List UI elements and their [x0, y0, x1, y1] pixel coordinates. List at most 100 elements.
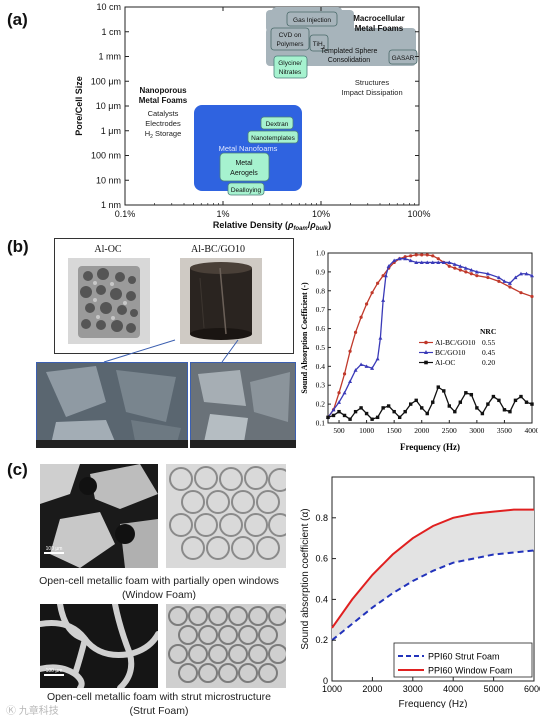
macro-apps-2: Impact Dissipation [341, 88, 402, 97]
point-Al-BC/GO10 [530, 294, 534, 299]
nano-apps-3: H2 Storage [145, 129, 182, 140]
metal-aerogels-box [219, 152, 270, 182]
x-tick-label: 3000 [403, 684, 423, 694]
legend-marker [424, 340, 428, 345]
point-BC/GO10 [419, 260, 424, 265]
gas-injection-box [286, 11, 338, 27]
scale-bar-label-bottom: 100 μm [46, 668, 63, 674]
legend-label: PPI60 Strut Foam [428, 652, 500, 662]
point-Al-BC/GO10 [475, 274, 479, 278]
point-BC/GO10 [436, 260, 441, 265]
nanotemplates-box [247, 130, 299, 144]
point-Al-OC [497, 398, 501, 403]
point-Al-BC/GO10 [519, 291, 523, 295]
panel-a-xlabel: Relative Density (ρfoam/ρbulk) [213, 220, 331, 230]
point-BC/GO10 [364, 364, 369, 368]
point-BC/GO10 [383, 273, 388, 278]
point-Al-OC [348, 417, 352, 421]
point-Al-BC/GO10 [342, 372, 347, 376]
x-tick-label: 5000 [484, 684, 504, 694]
macro-apps-1: Structures [355, 78, 389, 87]
point-Al-OC [475, 406, 479, 410]
panel-b-chart: 500 1000 1500 2000 2500 3000 3500 4000 0.1 0.2 0.3… [300, 249, 539, 453]
panel-c-ylabel: Sound absorption coefficient (α) [300, 508, 311, 649]
y-tick-label: 10 cm [96, 2, 121, 12]
point-Al-OC [431, 400, 435, 404]
point-BC/GO10 [331, 407, 336, 412]
x-tick-label: 1500 [387, 426, 402, 435]
x-tick-label: 1000 [322, 684, 342, 694]
point-Al-OC [480, 411, 485, 416]
strut-foam-sem-left: 100 μm [40, 604, 158, 688]
y-tick-label: 10 μm [96, 101, 121, 111]
point-Al-OC [513, 398, 518, 403]
x-tick-label: 10% [312, 209, 330, 219]
y-tick-label: 1 μm [101, 126, 121, 136]
point-Al-OC [364, 411, 369, 416]
y-tick-label: 0.5 [316, 343, 326, 352]
point-Al-BC/GO10 [453, 266, 457, 270]
point-BC/GO10 [524, 271, 529, 276]
point-Al-OC [519, 394, 523, 399]
point-Al-OC [409, 402, 413, 406]
gasar-label: GASAR [392, 55, 415, 62]
panel-a-y-ticks: 10 cm 1 cm 1 mm 100 μm 10 μm 1 μm 100 nm 10 nm 1… [91, 2, 419, 210]
point-Al-OC [453, 409, 457, 414]
point-BC/GO10 [502, 279, 507, 283]
point-BC/GO10 [496, 275, 501, 280]
gas-injection-label: Gas Injection [293, 17, 331, 24]
x-tick-label: 3500 [497, 426, 512, 435]
point-Al-OC [491, 394, 496, 399]
nano-apps-2: Electrodes [145, 119, 181, 128]
point-Al-OC [486, 402, 490, 406]
point-Al-OC [442, 389, 446, 393]
y-tick-label: 0.4 [316, 362, 326, 371]
y-tick-label: 0.6 [316, 324, 326, 333]
panel-c-legend: PPI60 Strut Foam PPI60 Window Foam [393, 642, 533, 678]
point-Al-OC [414, 398, 418, 403]
point-Al-OC [530, 402, 534, 406]
point-Al-BC/GO10 [337, 391, 341, 395]
series-line-PPI60 Strut Foam [331, 549, 535, 641]
y-tick-label: 100 nm [91, 151, 121, 161]
cvd-label-2: Polymers [276, 41, 304, 48]
point-Al-BC/GO10 [486, 275, 490, 280]
panel-label-c: (c) [7, 460, 28, 479]
point-Al-BC/GO10 [431, 254, 435, 258]
legend-label: Al-BC/GO10 [435, 338, 476, 347]
point-Al-OC [425, 411, 429, 416]
legend-label: BC/GO10 [435, 348, 466, 357]
point-Al-OC [502, 408, 507, 412]
point-BC/GO10 [414, 260, 419, 265]
strut-foam-caption: Open-cell metallic foam with strut micro… [14, 690, 304, 718]
point-Al-BC/GO10 [348, 349, 352, 353]
y-tick-label: 1 cm [101, 27, 121, 37]
point-Al-BC/GO10 [353, 330, 358, 334]
point-BC/GO10 [359, 362, 364, 367]
point-BC/GO10 [392, 258, 397, 263]
point-Al-BC/GO10 [381, 274, 385, 278]
point-BC/GO10 [381, 298, 386, 302]
panel-a-chart: Gas Injection CVD on Polymers TiH2 Templ… [74, 2, 431, 230]
point-BC/GO10 [378, 336, 383, 340]
point-BC/GO10 [386, 264, 391, 268]
y-tick-label: 0.2 [315, 635, 328, 645]
y-tick-label: 1.0 [316, 249, 326, 258]
x-tick-label: 0.1% [115, 209, 136, 219]
point-Al-OC [469, 392, 474, 397]
panel-c-xlabel: Frequency (Hz) [399, 699, 468, 708]
x-tick-label: 500 [333, 426, 345, 435]
nano-apps-1: Catalysts [148, 109, 179, 118]
strut-foam-photo-right [166, 604, 286, 688]
point-Al-BC/GO10 [364, 302, 369, 306]
point-Al-BC/GO10 [436, 257, 440, 261]
panel-label-a: (a) [7, 10, 28, 29]
point-BC/GO10 [408, 258, 413, 263]
point-BC/GO10 [530, 273, 534, 278]
point-Al-OC [397, 415, 402, 420]
metal-nanofoams-label: Metal Nanofoams [219, 144, 278, 153]
point-Al-OC [386, 404, 391, 408]
legend-marker [424, 350, 428, 354]
x-tick-label: 4000 [525, 426, 539, 435]
legend-marker [424, 360, 428, 365]
